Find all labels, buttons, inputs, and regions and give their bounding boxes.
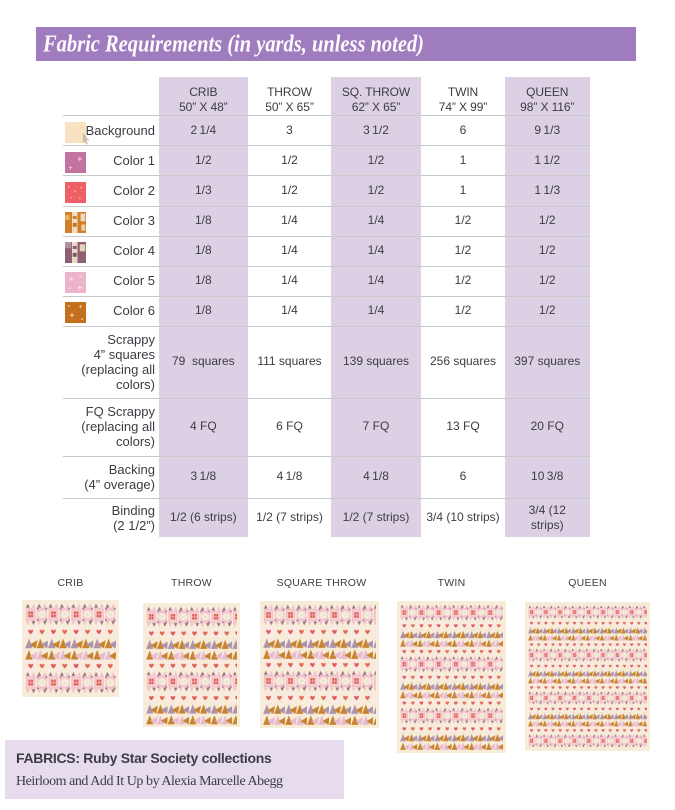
svg-text:Fabric Requirements (in yards,: Fabric Requirements (in yards, unless no…	[42, 32, 424, 58]
